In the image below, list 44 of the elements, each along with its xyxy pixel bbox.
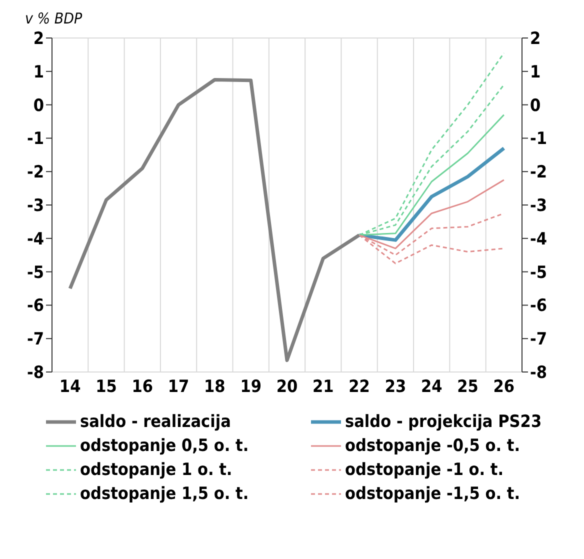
x-tick-label: 17 bbox=[168, 377, 190, 398]
y2-tick-label: 0 bbox=[530, 96, 541, 116]
y-tick-label: -5 bbox=[27, 262, 44, 283]
y-tick-label: -7 bbox=[27, 330, 44, 350]
y-tick-label: -4 bbox=[27, 229, 44, 250]
y-tick-label: -6 bbox=[27, 296, 44, 316]
x-tick-label: 22 bbox=[348, 377, 370, 398]
x-tick-label: 14 bbox=[59, 377, 81, 398]
y-tick-label: -2 bbox=[27, 162, 44, 183]
y2-tick-label: -1 bbox=[530, 129, 547, 150]
y2-tick-label: 2 bbox=[530, 29, 541, 50]
y2-tick-label: -2 bbox=[530, 162, 547, 183]
y2-tick-label: -6 bbox=[530, 296, 547, 316]
y-tick-label: 2 bbox=[33, 29, 44, 50]
y-tick-label: -3 bbox=[27, 196, 44, 216]
x-tick-label: 26 bbox=[493, 377, 515, 398]
legend-label: odstopanje 0,5 o. t. bbox=[80, 436, 249, 456]
x-tick-label: 16 bbox=[132, 377, 154, 398]
legend-label: saldo - projekcija PS23 bbox=[345, 412, 542, 432]
y2-tick-label: -8 bbox=[530, 363, 547, 384]
y-axis-title: v % BDP bbox=[25, 10, 84, 28]
y2-tick-label: -5 bbox=[530, 262, 547, 283]
x-tick-label: 21 bbox=[312, 377, 334, 398]
x-tick-label: 20 bbox=[276, 377, 298, 398]
x-tick-label: 24 bbox=[420, 377, 442, 398]
legend-label: odstopanje -1 o. t. bbox=[345, 460, 504, 480]
y2-tick-label: -3 bbox=[530, 196, 547, 216]
x-tick-label: 25 bbox=[457, 377, 478, 398]
y-tick-label: -8 bbox=[27, 363, 44, 384]
legend-label: odstopanje -1,5 o. t. bbox=[345, 484, 520, 504]
y2-tick-label: -4 bbox=[530, 229, 547, 250]
x-tick-label: 15 bbox=[96, 377, 117, 398]
y2-tick-label: 1 bbox=[530, 62, 541, 82]
legend-label: odstopanje 1 o. t. bbox=[80, 460, 232, 480]
legend-label: saldo - realizacija bbox=[80, 412, 231, 432]
y-tick-label: 1 bbox=[33, 62, 44, 82]
y-tick-label: -1 bbox=[27, 129, 44, 150]
x-tick-label: 23 bbox=[384, 377, 406, 398]
y-tick-label: 0 bbox=[33, 96, 44, 116]
legend-label: odstopanje -0,5 o. t. bbox=[345, 436, 520, 456]
legend-label: odstopanje 1,5 o. t. bbox=[80, 484, 249, 504]
y2-tick-label: -7 bbox=[530, 330, 547, 350]
x-tick-label: 19 bbox=[240, 377, 262, 398]
x-tick-label: 18 bbox=[204, 377, 226, 398]
